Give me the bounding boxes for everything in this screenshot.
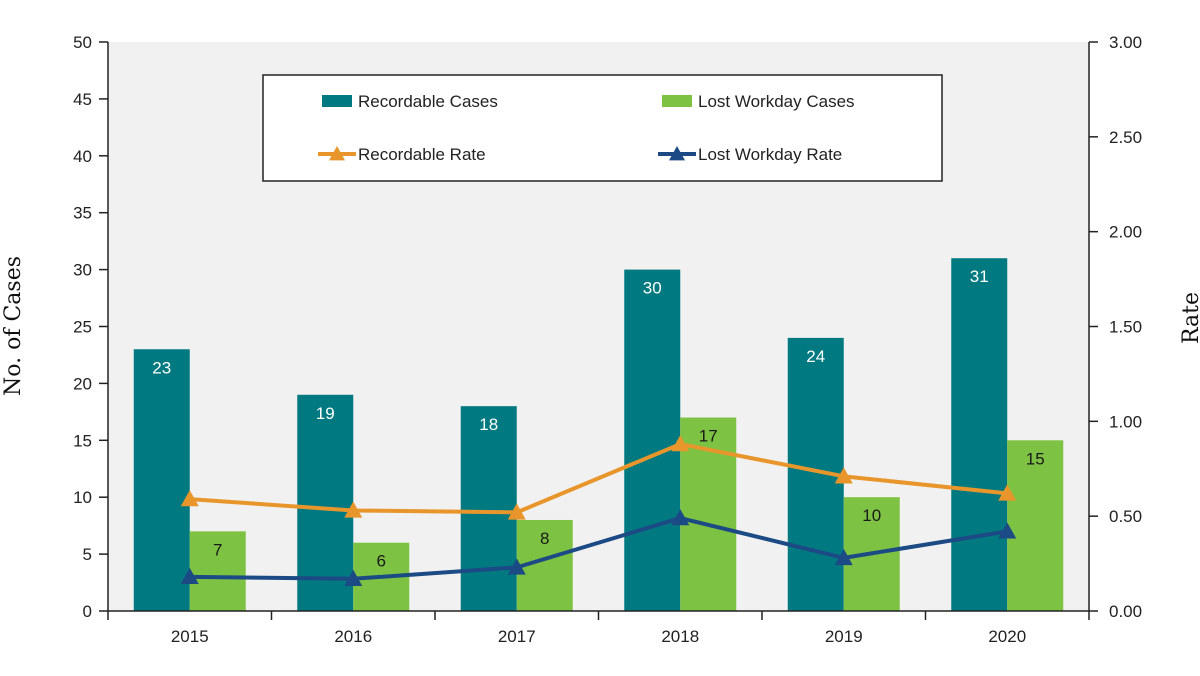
marker-2017-lost-workday-rate	[507, 558, 526, 575]
axes: 0 5 10 15 20 25 30 35 40 45 50 0.00 0.50 1.00 1.50 2.00…	[73, 33, 1142, 646]
marker-2017-recordable-rate	[507, 503, 526, 520]
y2-axis-title: Rate	[1179, 292, 1200, 344]
legend-swatch-lost-workday-cases	[662, 95, 692, 107]
bar-label-2019: 10	[862, 506, 881, 525]
marker-2020-lost-workday-rate	[998, 522, 1017, 539]
bar-2017-recordable-cases	[460, 406, 517, 611]
x-tick-label: 2016	[334, 627, 372, 646]
legend-label-lost-workday-cases: Lost Workday Cases	[698, 92, 855, 111]
y2-tick-label: 1.50	[1109, 318, 1142, 337]
bar-label-2016: 6	[377, 552, 386, 571]
line-lost-workday-rate	[189, 516, 1008, 581]
bar-label-2019: 24	[806, 347, 825, 366]
line-recordable-rate	[189, 442, 1008, 515]
bar-label-2015: 23	[152, 358, 171, 377]
marker-2020-recordable-rate	[998, 484, 1017, 501]
y2-tick-label: 3.00	[1109, 33, 1142, 52]
y-tick-label: 45	[73, 90, 92, 109]
x-tick-label: 2020	[988, 627, 1026, 646]
marker-2018-lost-workday-rate	[671, 509, 690, 526]
bar-2015-recordable-cases	[133, 349, 190, 611]
legend-box	[262, 74, 943, 182]
bar-label-2015: 7	[213, 540, 222, 559]
y2-tick-label: 2.50	[1109, 128, 1142, 147]
bar-2015-lost-workday-cases	[189, 531, 246, 611]
bar-label-2017: 18	[479, 415, 498, 434]
y-tick-label: 25	[73, 318, 92, 337]
x-tick-label: 2015	[171, 627, 209, 646]
y-tick-label: 50	[73, 33, 92, 52]
legend: Recordable Cases Lost Workday Cases Record…	[262, 74, 943, 182]
y-tick-label: 10	[73, 488, 92, 507]
bar-label-2018: 30	[643, 279, 662, 298]
y-tick-label: 35	[73, 204, 92, 223]
bar-label-2020: 31	[970, 267, 989, 286]
y2-tick-label: 1.00	[1109, 412, 1142, 431]
marker-2015-recordable-rate	[180, 490, 199, 507]
legend-marker-lost-workday-rate	[669, 146, 685, 161]
y2-tick-label: 0.50	[1109, 507, 1142, 526]
marker-2019-lost-workday-rate	[834, 548, 853, 566]
marker-2016-recordable-rate	[344, 501, 363, 518]
bar-label-2017: 8	[540, 529, 549, 548]
y-tick-label: 0	[83, 602, 92, 621]
legend-marker-recordable-rate	[329, 146, 345, 161]
marker-2015-lost-workday-rate	[180, 567, 199, 585]
bar-2020-recordable-cases	[951, 258, 1008, 611]
bar-2016-recordable-cases	[297, 394, 354, 611]
y-tick-label: 15	[73, 431, 92, 450]
y-tick-label: 40	[73, 147, 92, 166]
y-tick-label: 20	[73, 374, 92, 393]
marker-2019-recordable-rate	[834, 467, 853, 484]
y2-tick-label: 0.00	[1109, 602, 1142, 621]
bar-label-2016: 19	[316, 404, 335, 423]
bar-label-2020: 15	[1026, 449, 1045, 468]
marker-2018-recordable-rate	[671, 435, 690, 452]
legend-label-recordable-cases: Recordable Cases	[358, 92, 498, 111]
x-tick-label: 2019	[825, 627, 863, 646]
bar-2018-recordable-cases	[624, 269, 681, 611]
x-tick-label: 2017	[498, 627, 536, 646]
y-axis-title: No. of Cases	[1, 256, 26, 396]
marker-2016-lost-workday-rate	[344, 569, 363, 586]
y-tick-label: 5	[83, 545, 92, 564]
x-tick-label: 2018	[661, 627, 699, 646]
legend-label-lost-workday-rate: Lost Workday Rate	[698, 145, 842, 164]
y2-tick-label: 2.00	[1109, 223, 1142, 242]
bar-2020-lost-workday-cases	[1007, 440, 1064, 611]
bar-label-2018: 17	[699, 427, 718, 446]
legend-label-recordable-rate: Recordable Rate	[358, 145, 486, 164]
legend-swatch-recordable-cases	[322, 95, 352, 107]
y-tick-label: 30	[73, 261, 92, 280]
